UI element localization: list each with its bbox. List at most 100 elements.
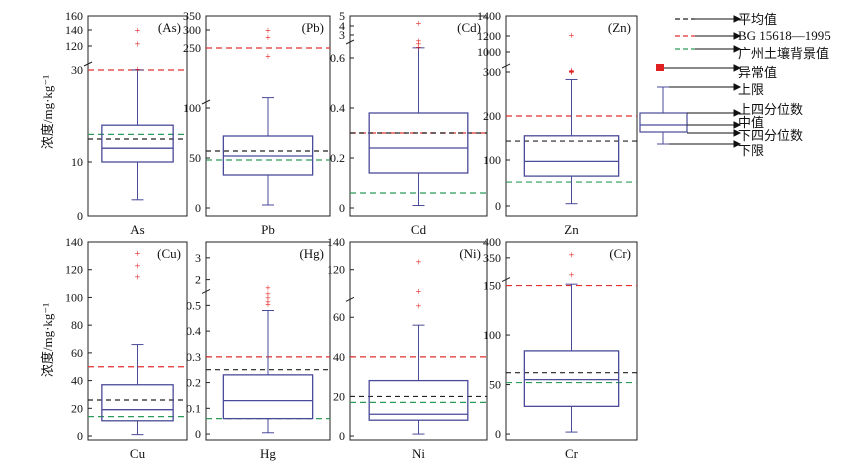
- legend-label-outlier: 异常值: [738, 65, 777, 80]
- ytick-label-ni-5: 140: [327, 235, 345, 249]
- ytick-label-hg-2: 0.2: [186, 376, 201, 390]
- outlier-as-0: +: [135, 65, 141, 76]
- axis-break-as-3: [83, 61, 93, 67]
- ytick-label-as-3: 120: [65, 39, 83, 53]
- axis-break-cr-4: [501, 277, 511, 283]
- ylabel-top: 浓度/mg·kg⁻¹: [40, 75, 55, 149]
- ytick-label-cr-2: 100: [483, 328, 501, 342]
- ytick-label-cu-7: 140: [65, 235, 83, 249]
- ytick-label-cu-0: 0: [77, 429, 83, 443]
- ytick-label-ni-0: 0: [339, 429, 345, 443]
- outlier-cu-2: +: [135, 249, 141, 260]
- box-cu: [101, 384, 174, 422]
- xlabel-cr: Cr: [565, 446, 579, 461]
- box-hg: [222, 374, 314, 420]
- outlier-cd-0: +: [416, 43, 422, 54]
- legend-label-mean: 平均值: [738, 12, 777, 27]
- ytick-label-hg-4: 0.4: [186, 324, 201, 338]
- outlier-zn-4: +: [569, 31, 575, 42]
- ytick-label-as-0: 0: [77, 209, 83, 223]
- ytick-label-cr-0: 0: [495, 427, 501, 441]
- outlier-ni-0: +: [416, 301, 422, 312]
- ytick-label-cd-0: 0: [339, 201, 345, 215]
- ytick-label-pb-5: 350: [183, 9, 201, 23]
- ytick-label-pb-2: 100: [183, 101, 201, 115]
- panel-label-hg: (Hg): [299, 246, 324, 261]
- panel-label-cr: (Cr): [609, 246, 631, 261]
- panel-frame-ni: [349, 241, 488, 441]
- xlabel-pb: Pb: [261, 222, 275, 237]
- panel-frame-cd: [349, 15, 488, 217]
- outlier-hg-2: +: [265, 293, 271, 304]
- panel-label-cu: (Cu): [157, 246, 181, 261]
- xlabel-zn: Zn: [564, 222, 579, 237]
- ytick-label-pb-0: 0: [195, 201, 201, 215]
- ytick-label-ni-3: 60: [333, 310, 345, 324]
- outlier-as-1: +: [135, 40, 141, 51]
- ytick-label-hg-3: 0.3: [186, 350, 201, 364]
- panel-frame-cu: [87, 241, 188, 441]
- xlabel-as: As: [130, 222, 144, 237]
- panel-frame-hg: [205, 241, 331, 441]
- outlier-cr-1: +: [569, 251, 575, 262]
- ytick-label-cd-5: 4: [339, 19, 345, 33]
- outlier-zn-2: +: [569, 67, 575, 78]
- legend-outlier-sample: [656, 64, 664, 71]
- ytick-label-cd-2: 0.4: [330, 101, 345, 115]
- outlier-cr-0: +: [569, 270, 575, 281]
- legend-label-q1: 下四分位数: [738, 128, 803, 143]
- legend-box-sample: [639, 112, 688, 133]
- legend-label-background: 广州土壤背景值: [738, 46, 829, 61]
- ytick-label-cu-5: 100: [65, 290, 83, 304]
- axis-break-hg-7: [201, 288, 211, 294]
- box-cr: [523, 350, 620, 407]
- box-zn: [523, 135, 620, 177]
- ytick-label-cu-4: 80: [71, 318, 83, 332]
- ytick-label-as-1: 10: [71, 155, 83, 169]
- legend: 平均值 BG 15618—1995 广州土壤背景值 异常值 上限 上四分位数 中…: [639, 12, 831, 158]
- panel-label-as: (As): [158, 20, 181, 35]
- panel-frame-pb: [205, 15, 331, 217]
- ytick-label-zn-3: 300: [483, 65, 501, 79]
- xlabel-cd: Cd: [411, 222, 427, 237]
- panel-frame-as: [87, 15, 188, 217]
- axis-break-cd-5: [345, 39, 355, 45]
- ytick-label-as-4: 140: [65, 23, 83, 37]
- ytick-label-cd-4: 3: [339, 28, 345, 42]
- ytick-label-cd-1: 0.2: [330, 151, 345, 165]
- outlier-pb-0: +: [265, 52, 271, 63]
- panel-ni: 0 20 40 60 120 140 + + + (Ni) Ni: [327, 235, 488, 461]
- outlier-cd-3: +: [416, 19, 422, 30]
- ytick-label-hg-7: 3: [195, 251, 201, 265]
- ytick-label-cr-3: 150: [483, 279, 501, 293]
- outlier-hg-0: +: [265, 300, 271, 311]
- ytick-label-cu-3: 60: [71, 346, 83, 360]
- ytick-label-ni-2: 40: [333, 350, 345, 364]
- ytick-label-zn-6: 1400: [477, 9, 501, 23]
- ytick-label-as-2: 30: [71, 63, 83, 77]
- panel-label-cd: (Cd): [457, 20, 481, 35]
- axis-break-zn-4: [501, 63, 511, 69]
- box-as: [101, 124, 174, 163]
- panel-label-pb: (Pb): [302, 20, 324, 35]
- outlier-pb-2: +: [265, 26, 271, 37]
- axis-break-pb-3: [201, 99, 211, 105]
- ytick-label-cd-3: 0.6: [330, 51, 345, 65]
- ytick-label-cu-6: 120: [65, 263, 83, 277]
- panel-hg: 00.10.20.30.40.523+++++(Hg)Hg: [186, 241, 331, 461]
- xlabel-hg: Hg: [260, 446, 276, 461]
- legend-label-upper: 上限: [738, 82, 764, 97]
- box-ni: [368, 379, 469, 421]
- ylabel-bottom: 浓度/mg·kg⁻¹: [40, 303, 55, 377]
- outlier-cu-1: +: [135, 262, 141, 273]
- outlier-zn-3: +: [569, 66, 575, 77]
- ytick-label-hg-5: 0.5: [186, 298, 201, 312]
- ytick-label-cu-2: 40: [71, 374, 83, 388]
- ytick-label-pb-4: 300: [183, 23, 201, 37]
- ytick-label-zn-1: 100: [483, 153, 501, 167]
- ytick-label-ni-4: 120: [327, 263, 345, 277]
